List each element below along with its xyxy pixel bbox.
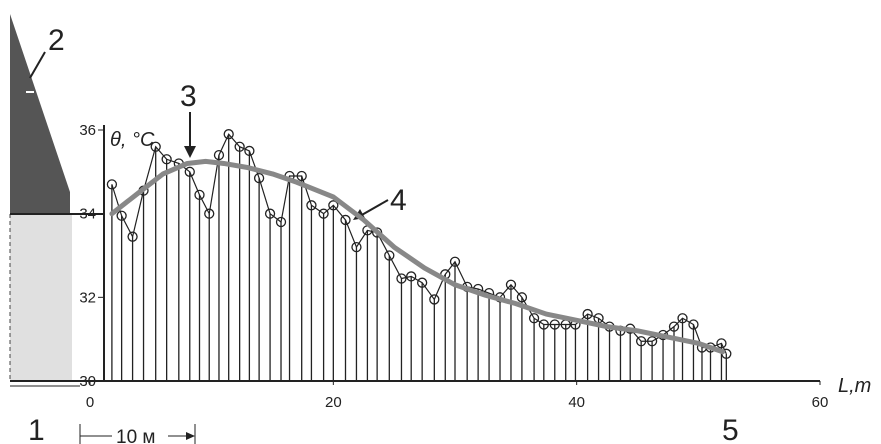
chart: θ, °C L,m 1 2 3 4 5 10 м 0 20 40 60 30 32 34 36 xyxy=(0,0,881,444)
y-tick-label: 34 xyxy=(79,206,96,223)
x-tick-label: 40 xyxy=(568,394,585,411)
arrow xyxy=(360,200,388,216)
lower-block xyxy=(10,214,72,381)
smooth-curve xyxy=(112,161,723,351)
annotation: 4 xyxy=(390,184,407,217)
arrow-head xyxy=(186,432,195,440)
y-axis-label: θ, °C xyxy=(110,129,155,151)
arrow-head xyxy=(184,146,196,158)
data-line xyxy=(112,134,726,354)
annotation: 3 xyxy=(180,80,197,113)
x-tick-label: 0 xyxy=(86,394,94,411)
y-tick-label: 32 xyxy=(79,289,96,306)
scale-label: 10 м xyxy=(116,427,155,444)
x-axis-label: L,m xyxy=(838,375,871,397)
annotation: 1 xyxy=(28,414,45,444)
y-tick-label: 30 xyxy=(79,373,96,390)
x-tick-label: 20 xyxy=(325,394,342,411)
leader xyxy=(30,52,45,78)
annotation: 5 xyxy=(722,414,739,444)
x-tick-label: 60 xyxy=(812,394,829,411)
annotation: 2 xyxy=(48,24,65,57)
y-tick-label: 36 xyxy=(79,122,96,139)
